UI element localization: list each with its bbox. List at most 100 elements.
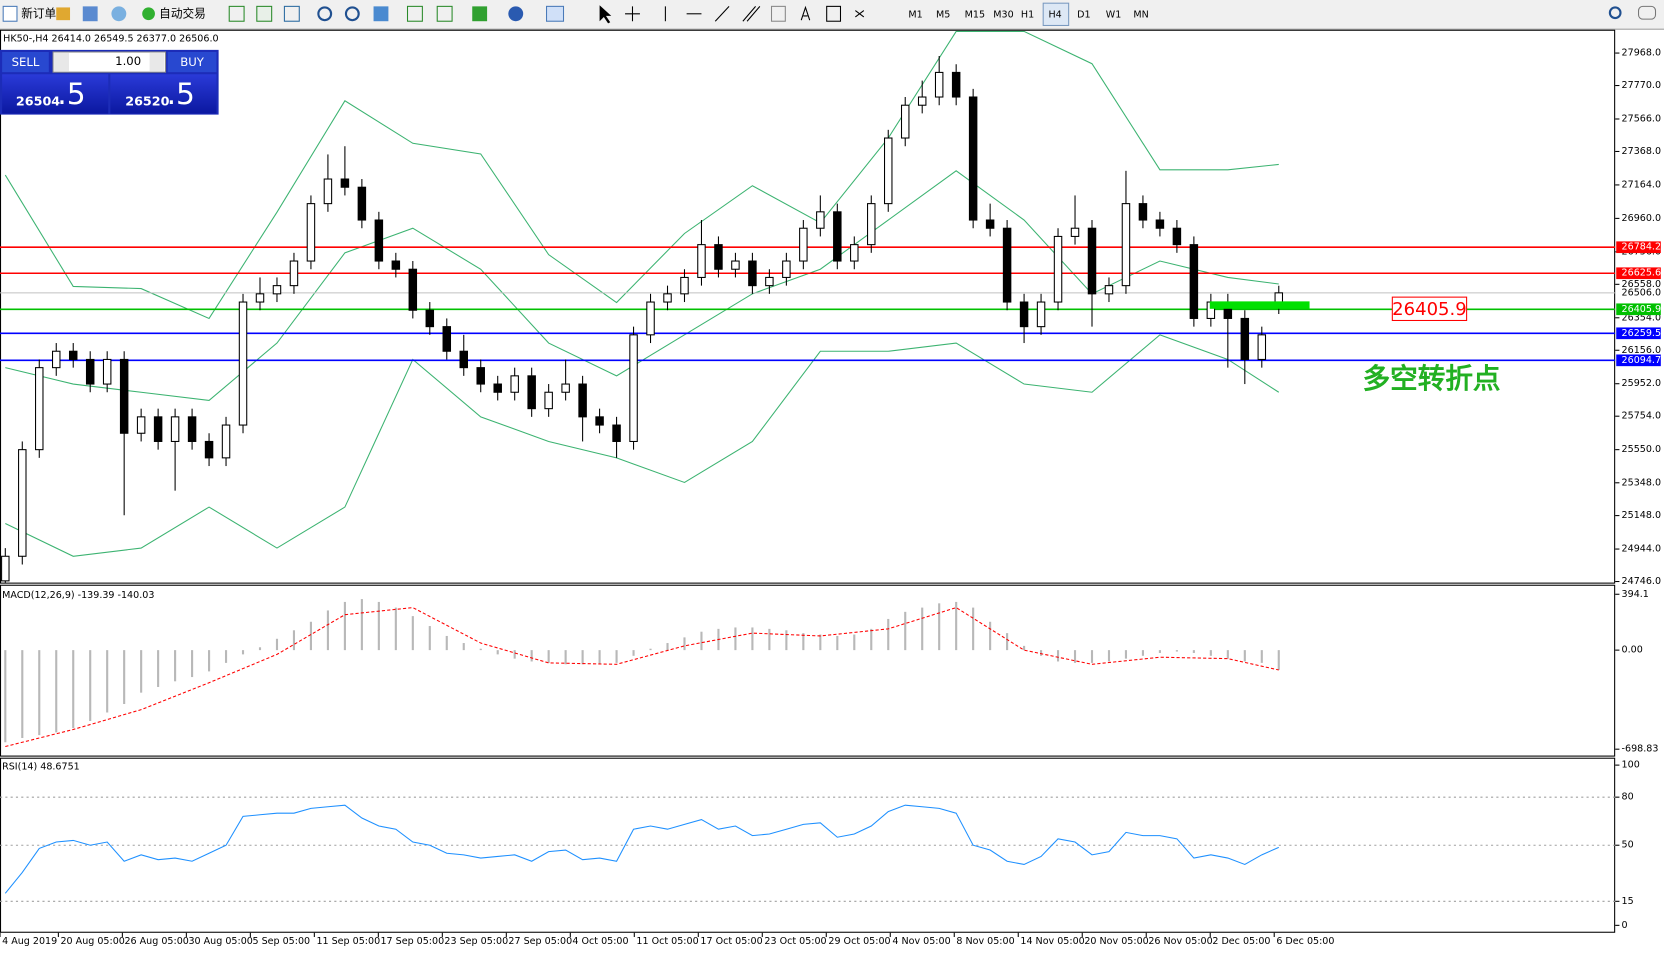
y-tick-label: 26960.0 bbox=[1622, 213, 1661, 224]
timeframe-button[interactable]: M1 bbox=[908, 9, 922, 20]
candle-body bbox=[221, 424, 231, 459]
volume-down[interactable] bbox=[54, 53, 69, 72]
cursor-tool[interactable] bbox=[599, 5, 612, 24]
toolbar-icon[interactable] bbox=[56, 7, 71, 21]
toolbar: 新订单 自动交易 M1 M5 M15 M30 H1 H4 D1 W1 MN bbox=[0, 0, 1664, 30]
candle-body bbox=[544, 391, 553, 410]
toolbar-icon[interactable] bbox=[283, 5, 300, 22]
arrow-tool[interactable] bbox=[855, 10, 865, 18]
toolbar-icon[interactable] bbox=[373, 6, 389, 22]
timeframe-button[interactable]: H4 bbox=[1048, 9, 1061, 20]
candle-body bbox=[238, 301, 248, 426]
date-label: 23 Oct 05:00 bbox=[764, 936, 826, 947]
timeframe-button[interactable]: D1 bbox=[1077, 9, 1090, 20]
rsi-tick-label: 50 bbox=[1622, 840, 1634, 851]
candle-body bbox=[663, 293, 672, 303]
buy-price-box[interactable] bbox=[110, 74, 217, 114]
volume-field[interactable] bbox=[52, 51, 167, 73]
candle-body bbox=[493, 383, 502, 393]
y-tick-label: 25550.0 bbox=[1622, 444, 1661, 455]
volume-value[interactable]: 1.00 bbox=[115, 54, 141, 68]
candle-body bbox=[340, 178, 350, 188]
timeframe-button[interactable]: H1 bbox=[1021, 9, 1034, 20]
candle-body bbox=[442, 326, 452, 352]
macd-tick-label: -698.83 bbox=[1622, 744, 1659, 755]
buy-price[interactable]: 26520 bbox=[125, 94, 169, 109]
candle-body bbox=[731, 260, 740, 270]
timeframe-button[interactable]: W1 bbox=[1106, 9, 1122, 20]
zoom-out[interactable] bbox=[344, 6, 360, 22]
candle-body bbox=[289, 260, 299, 287]
candle-body bbox=[119, 358, 129, 434]
y-tick-label: 27368.0 bbox=[1622, 146, 1661, 157]
candle-body bbox=[425, 309, 435, 328]
timeframe-button[interactable]: MN bbox=[1133, 9, 1148, 20]
fibo-tool[interactable] bbox=[770, 5, 786, 22]
candle-body bbox=[102, 358, 112, 385]
candle-body bbox=[272, 285, 282, 295]
candle-body bbox=[323, 178, 333, 205]
main-chart-frame bbox=[0, 29, 1616, 584]
axes: 27968.0 27770.0 27566.0 27368.0 27164.0 26960… bbox=[1615, 48, 1661, 931]
candle-body bbox=[578, 383, 587, 418]
bollinger-upper bbox=[4, 30, 1279, 320]
trendline-tool[interactable] bbox=[714, 6, 730, 22]
candle-body bbox=[1138, 203, 1148, 221]
candle-body bbox=[782, 260, 791, 278]
buy-label[interactable]: BUY bbox=[180, 55, 205, 69]
candle-body bbox=[968, 96, 978, 221]
toolbar-icon[interactable] bbox=[82, 6, 98, 22]
sell-button[interactable] bbox=[2, 51, 49, 73]
bollinger-lower bbox=[5, 334, 1280, 557]
chat-icon[interactable] bbox=[1638, 5, 1657, 20]
crosshair-tool[interactable] bbox=[625, 6, 640, 22]
current-price-tag bbox=[1616, 287, 1661, 299]
candle-body bbox=[765, 276, 774, 287]
toolbar-icon[interactable] bbox=[436, 5, 453, 22]
rsi-tick-label: 80 bbox=[1622, 792, 1634, 803]
toolbar-icon[interactable] bbox=[228, 5, 245, 22]
toolbar-icon[interactable] bbox=[111, 6, 127, 22]
current-price-label: 26506.0 bbox=[1622, 287, 1661, 298]
sell-price-box[interactable] bbox=[2, 74, 109, 114]
buy-button[interactable] bbox=[167, 51, 217, 73]
zoom-in[interactable] bbox=[317, 6, 333, 22]
candle-body bbox=[612, 424, 621, 442]
label-tool[interactable] bbox=[826, 5, 842, 22]
y-tick-label: 25754.0 bbox=[1622, 411, 1661, 422]
candle-body bbox=[391, 260, 401, 270]
candle-body bbox=[1189, 244, 1199, 319]
y-tick-label: 27968.0 bbox=[1622, 48, 1661, 59]
sell-pips[interactable]: .5 bbox=[57, 77, 85, 112]
text-tool[interactable] bbox=[800, 5, 811, 21]
timeframe-button[interactable]: M15 bbox=[965, 9, 985, 20]
volume-up[interactable] bbox=[149, 53, 165, 72]
candle-body bbox=[1053, 235, 1063, 303]
macd-frame bbox=[0, 584, 1616, 757]
timeframe-button[interactable]: M5 bbox=[936, 9, 950, 20]
toolbar-icon[interactable] bbox=[406, 5, 423, 22]
date-label: 4 Aug 2019 bbox=[2, 936, 57, 947]
toolbar-icon[interactable] bbox=[256, 5, 273, 22]
date-label: 26 Aug 05:00 bbox=[124, 936, 188, 947]
auto-trade-button[interactable]: 自动交易 bbox=[159, 6, 206, 20]
y-tick-label: 24746.0 bbox=[1622, 576, 1661, 587]
date-label: 30 Aug 05:00 bbox=[188, 936, 252, 947]
date-label: 2 Dec 05:00 bbox=[1212, 936, 1270, 947]
sell-label[interactable]: SELL bbox=[12, 55, 40, 69]
new-order-button[interactable]: 新订单 bbox=[21, 6, 56, 20]
y-tick-label: 25348.0 bbox=[1622, 477, 1661, 488]
auto-trade-icon[interactable] bbox=[142, 7, 155, 21]
channel-tool[interactable] bbox=[742, 6, 761, 22]
timeframe-button[interactable]: M30 bbox=[993, 9, 1013, 20]
active-timeframe[interactable] bbox=[1042, 2, 1070, 26]
search-icon[interactable] bbox=[1608, 6, 1622, 20]
sell-price[interactable]: 26504 bbox=[16, 94, 60, 109]
toolbar-icon[interactable] bbox=[472, 6, 488, 22]
timeframes: M1 M5 M15 M30 H1 H4 D1 W1 MN bbox=[908, 9, 1148, 20]
buy-pips[interactable]: .5 bbox=[167, 77, 195, 112]
toolbar-icon[interactable] bbox=[546, 5, 565, 22]
new-order-icon[interactable] bbox=[2, 5, 18, 22]
toolbar-icon[interactable] bbox=[508, 6, 524, 22]
